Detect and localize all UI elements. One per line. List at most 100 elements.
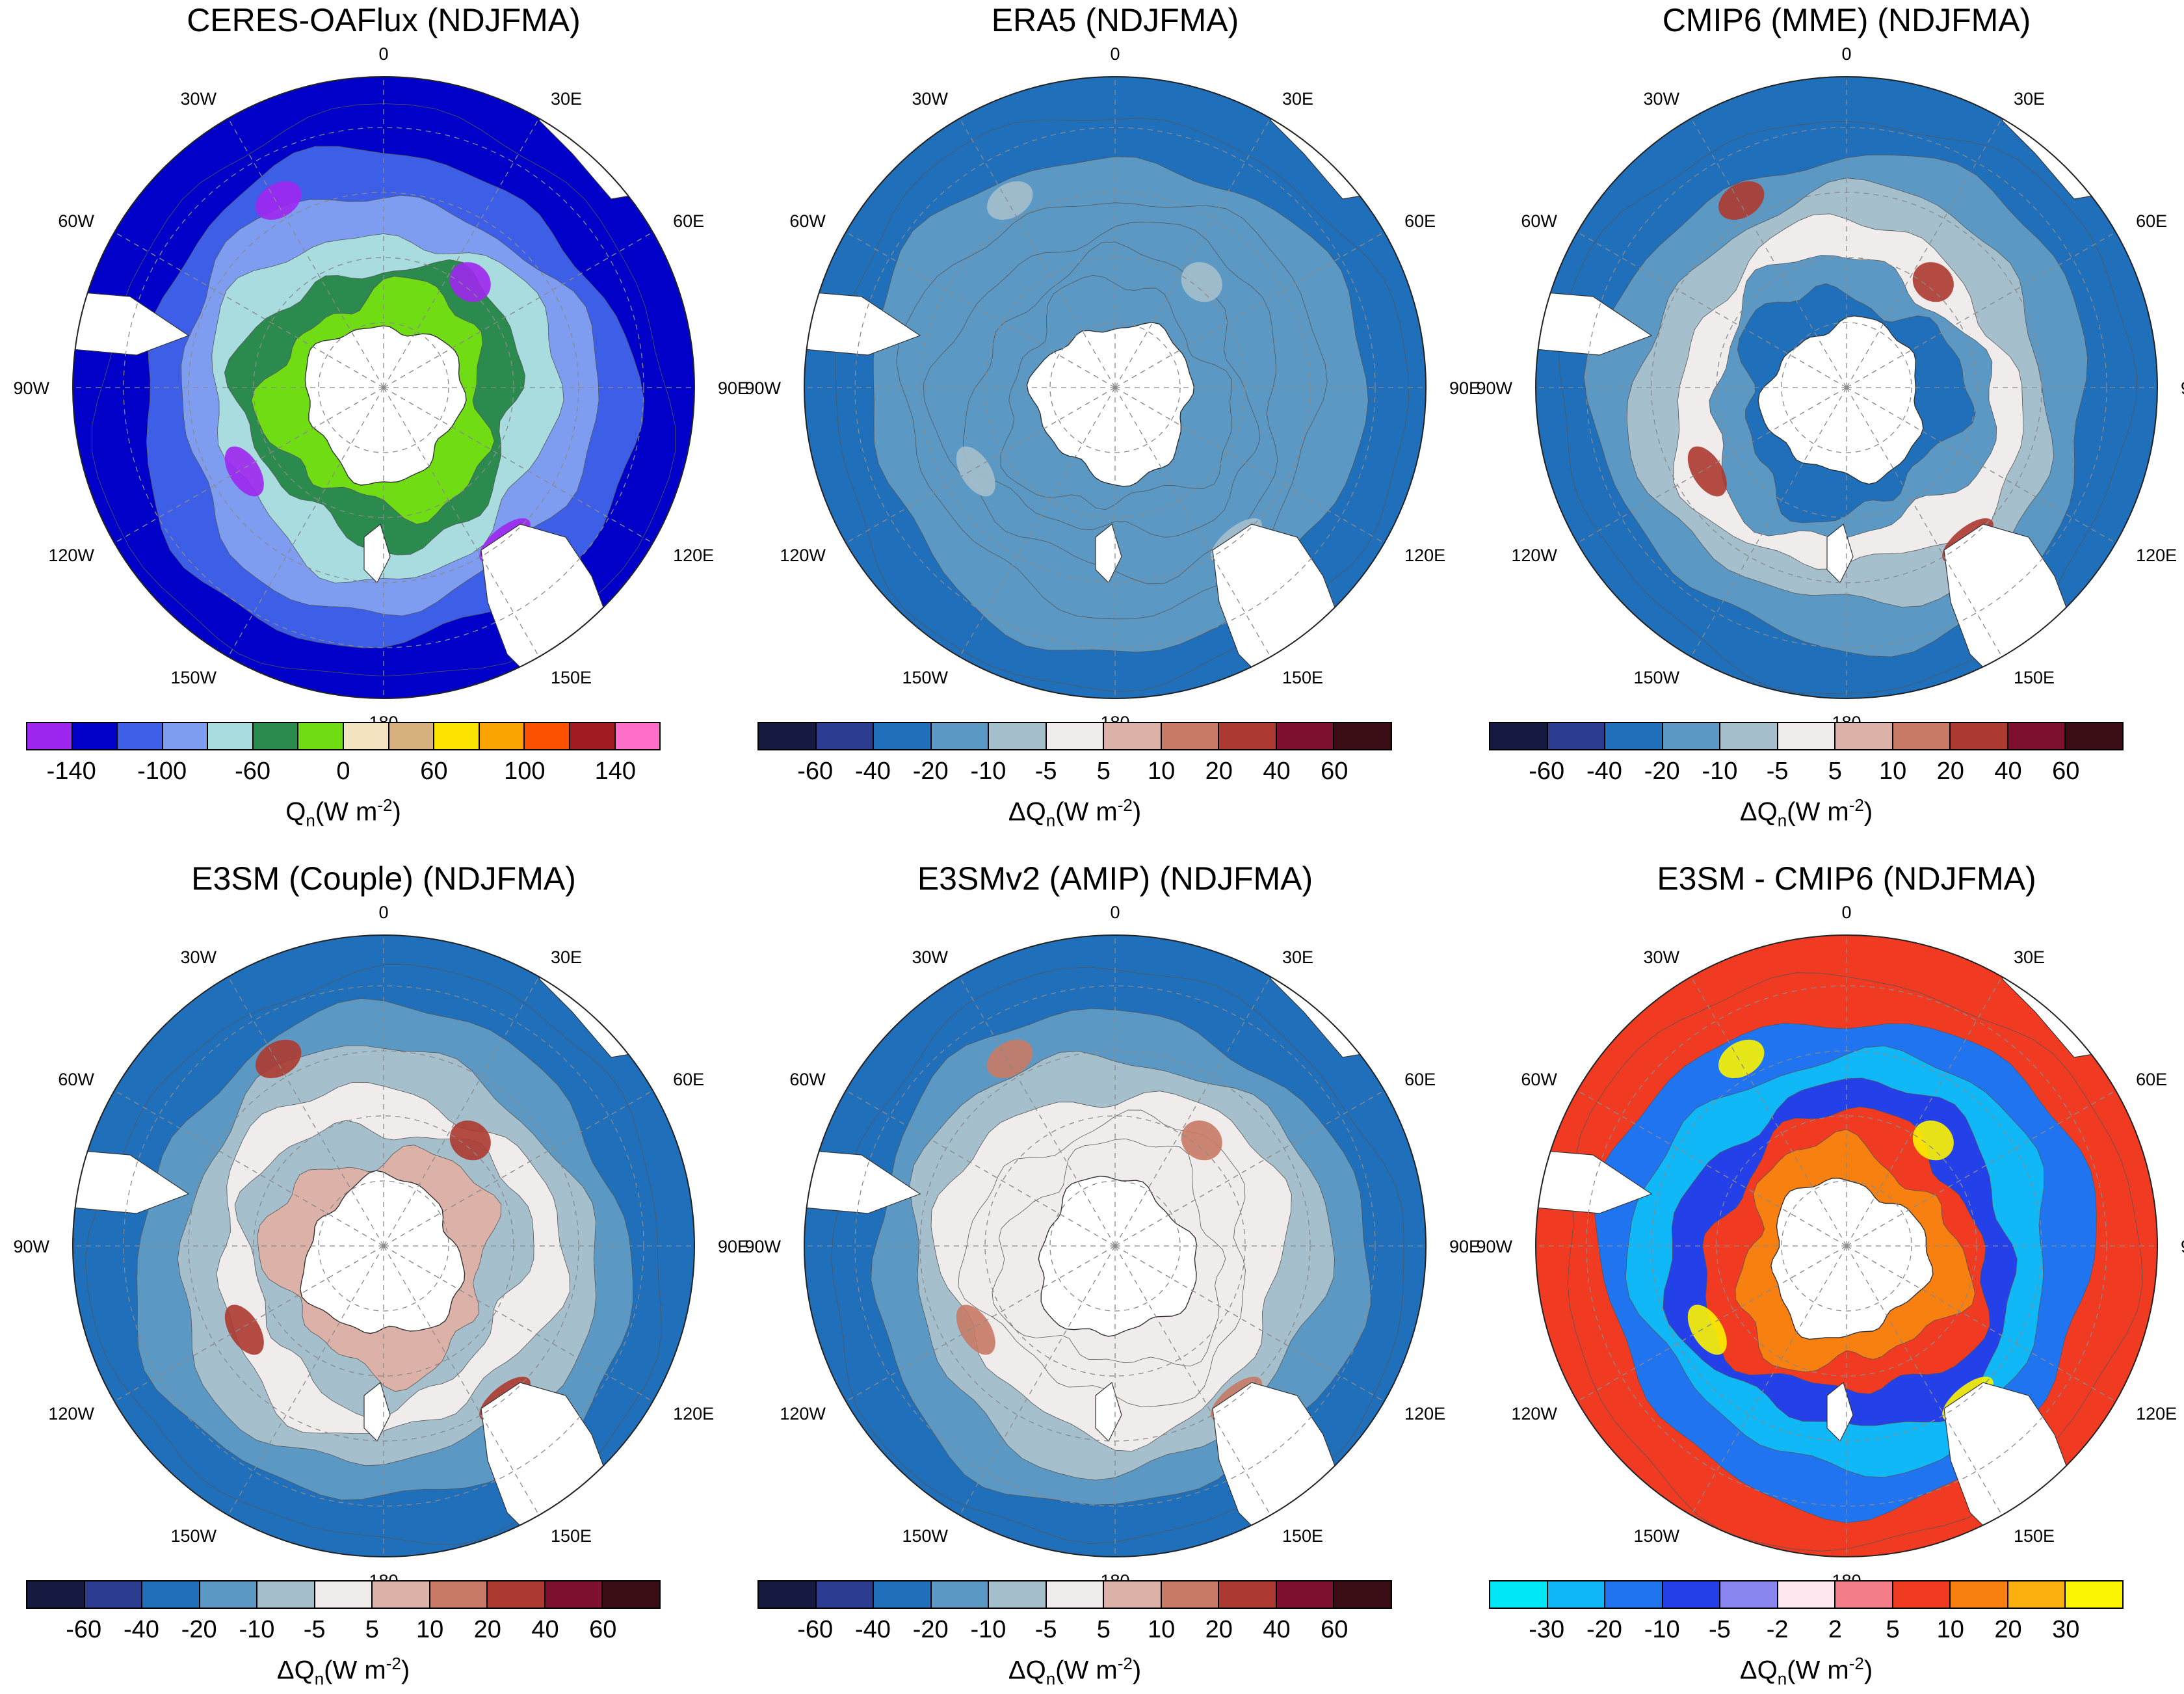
- longitude-label: 30W: [1643, 89, 1679, 109]
- colorbar-segment: [874, 723, 932, 749]
- panel-ceres-oaflux: CERES-OAFlux (NDJFMA) 0 30E 60E 90E 120E 150E 1…: [13, 0, 749, 832]
- colorbar-tick-label: 10: [1936, 1616, 1964, 1643]
- meridian-line: [1691, 118, 1847, 388]
- longitude-label: 90W: [1476, 378, 1512, 398]
- longitude-label: 60E: [1404, 1070, 1436, 1089]
- unit-part: Q: [285, 797, 306, 827]
- colorbar-tick-label: 40: [531, 1616, 559, 1643]
- colorbar-segment: [1778, 1582, 1836, 1608]
- longitude-label: 150E: [551, 1526, 592, 1546]
- colorbar-tick-label: -40: [854, 1616, 891, 1643]
- colorbar-segment: [759, 723, 817, 749]
- colorbar-tick-label: 0: [336, 758, 350, 785]
- longitude-label: 90E: [2181, 1237, 2184, 1256]
- meridian-line: [1577, 387, 1847, 544]
- colorbar-segment: [1547, 723, 1606, 749]
- longitude-label: 60W: [789, 211, 826, 231]
- colorbar-segment: [1219, 723, 1277, 749]
- anomaly-patch: [1687, 446, 1727, 497]
- colorbar-segment: [434, 723, 480, 749]
- longitude-label: 30E: [551, 947, 582, 967]
- unit-part: Δ: [1008, 1656, 1026, 1685]
- field-layer: [804, 77, 1426, 698]
- anomaly-patch: [986, 1039, 1033, 1079]
- map-border: [1535, 934, 2158, 1557]
- colorbar-tick-label: 60: [1321, 758, 1349, 785]
- panel-era5: ERA5 (NDJFMA) 0 30E 60E 90E 120E 150E 180 150W 12…: [744, 0, 1480, 832]
- longitude-label: 120W: [1511, 546, 1557, 565]
- antarctica: [1038, 1175, 1198, 1337]
- anomaly-patch: [1687, 1304, 1727, 1355]
- unit-part: Δ: [1739, 797, 1757, 827]
- longitude-label: 150E: [2014, 668, 2055, 687]
- longitude-label: 60W: [58, 211, 94, 231]
- colorbar: [757, 722, 1392, 750]
- colorbar-tick-label: 30: [2052, 1616, 2080, 1643]
- longitude-label: 60W: [789, 1070, 826, 1089]
- latitude-circle: [1781, 322, 1912, 453]
- longitude-label: 120W: [780, 546, 826, 565]
- meridian-line: [1846, 976, 2003, 1247]
- meridian-line: [1691, 1245, 1847, 1516]
- meridian-line: [383, 118, 540, 388]
- unit-part: -2: [1849, 795, 1864, 815]
- colorbar-tick-label: 60: [1321, 1616, 1349, 1643]
- longitude-label: 60E: [2136, 211, 2167, 231]
- longitude-label: 150E: [1282, 1526, 1323, 1546]
- unit-part: n: [306, 810, 315, 830]
- field-layer: [73, 935, 694, 1557]
- colorbar-segment: [253, 723, 299, 749]
- meridian-line: [845, 232, 1116, 388]
- unit-part: -2: [377, 795, 393, 815]
- colorbar-tick-label: -140: [46, 758, 96, 785]
- colorbar-segment: [1334, 723, 1391, 749]
- longitude-label: 120W: [780, 1404, 826, 1423]
- meridian-line: [959, 1245, 1116, 1516]
- longitude-label: 90E: [1449, 378, 1480, 398]
- colorbar: [1489, 1580, 2124, 1609]
- field-layer: [73, 77, 694, 698]
- unit-part: Q: [1025, 1656, 1046, 1685]
- colorbar-segment: [1046, 1582, 1105, 1608]
- unit-part: (W m: [1055, 797, 1118, 827]
- anomaly-patch: [956, 446, 995, 497]
- longitude-label: 150E: [2014, 1526, 2055, 1546]
- colorbar-tick-label: 10: [1147, 758, 1176, 785]
- longitude-label: 90E: [1449, 1237, 1480, 1256]
- meridian-line: [114, 387, 384, 544]
- colorbar-segment: [1161, 723, 1220, 749]
- longitude-label: 90W: [744, 1237, 781, 1256]
- meridian-line: [1114, 232, 1385, 388]
- colorbar-segment: [118, 723, 163, 749]
- meridian-line: [1114, 1245, 1385, 1402]
- unit-part: ): [1132, 1656, 1142, 1685]
- colorbar-segment: [874, 1582, 932, 1608]
- colorbar-tick-label: -60: [1529, 758, 1565, 785]
- unit-part: -2: [1117, 795, 1133, 815]
- anomaly-patch: [449, 1120, 491, 1161]
- antarctica: [1026, 321, 1195, 487]
- map-border: [804, 934, 1427, 1557]
- colorbar-segment: [1663, 1582, 1721, 1608]
- longitude-label: 120W: [1511, 1404, 1557, 1423]
- unit-part: Q: [294, 1656, 315, 1685]
- colorbar-segment: [1720, 1582, 1778, 1608]
- meridian-line: [1846, 387, 2116, 544]
- colorbar-segment: [989, 723, 1047, 749]
- colorbar-segment: [27, 1582, 85, 1608]
- anomaly-patch: [224, 446, 264, 497]
- longitude-label: 0: [378, 903, 388, 922]
- colorbar-segment: [1219, 1582, 1277, 1608]
- panel-title: E3SM - CMIP6 (NDJFMA): [1657, 860, 2036, 897]
- longitude-label: 30E: [1282, 89, 1313, 109]
- unit-part: Q: [1757, 797, 1778, 827]
- meridian-line: [1691, 387, 1847, 657]
- unit-part: ): [401, 1656, 410, 1685]
- field-layer: [804, 935, 1426, 1557]
- panel-cmip6-mme: CMIP6 (MME) (NDJFMA)030E60E90E120E150E18…: [1476, 0, 2184, 832]
- colorbar-segment: [1334, 1582, 1391, 1608]
- colorbar-tick-label: -10: [239, 1616, 275, 1643]
- colorbar-segment: [1893, 723, 1951, 749]
